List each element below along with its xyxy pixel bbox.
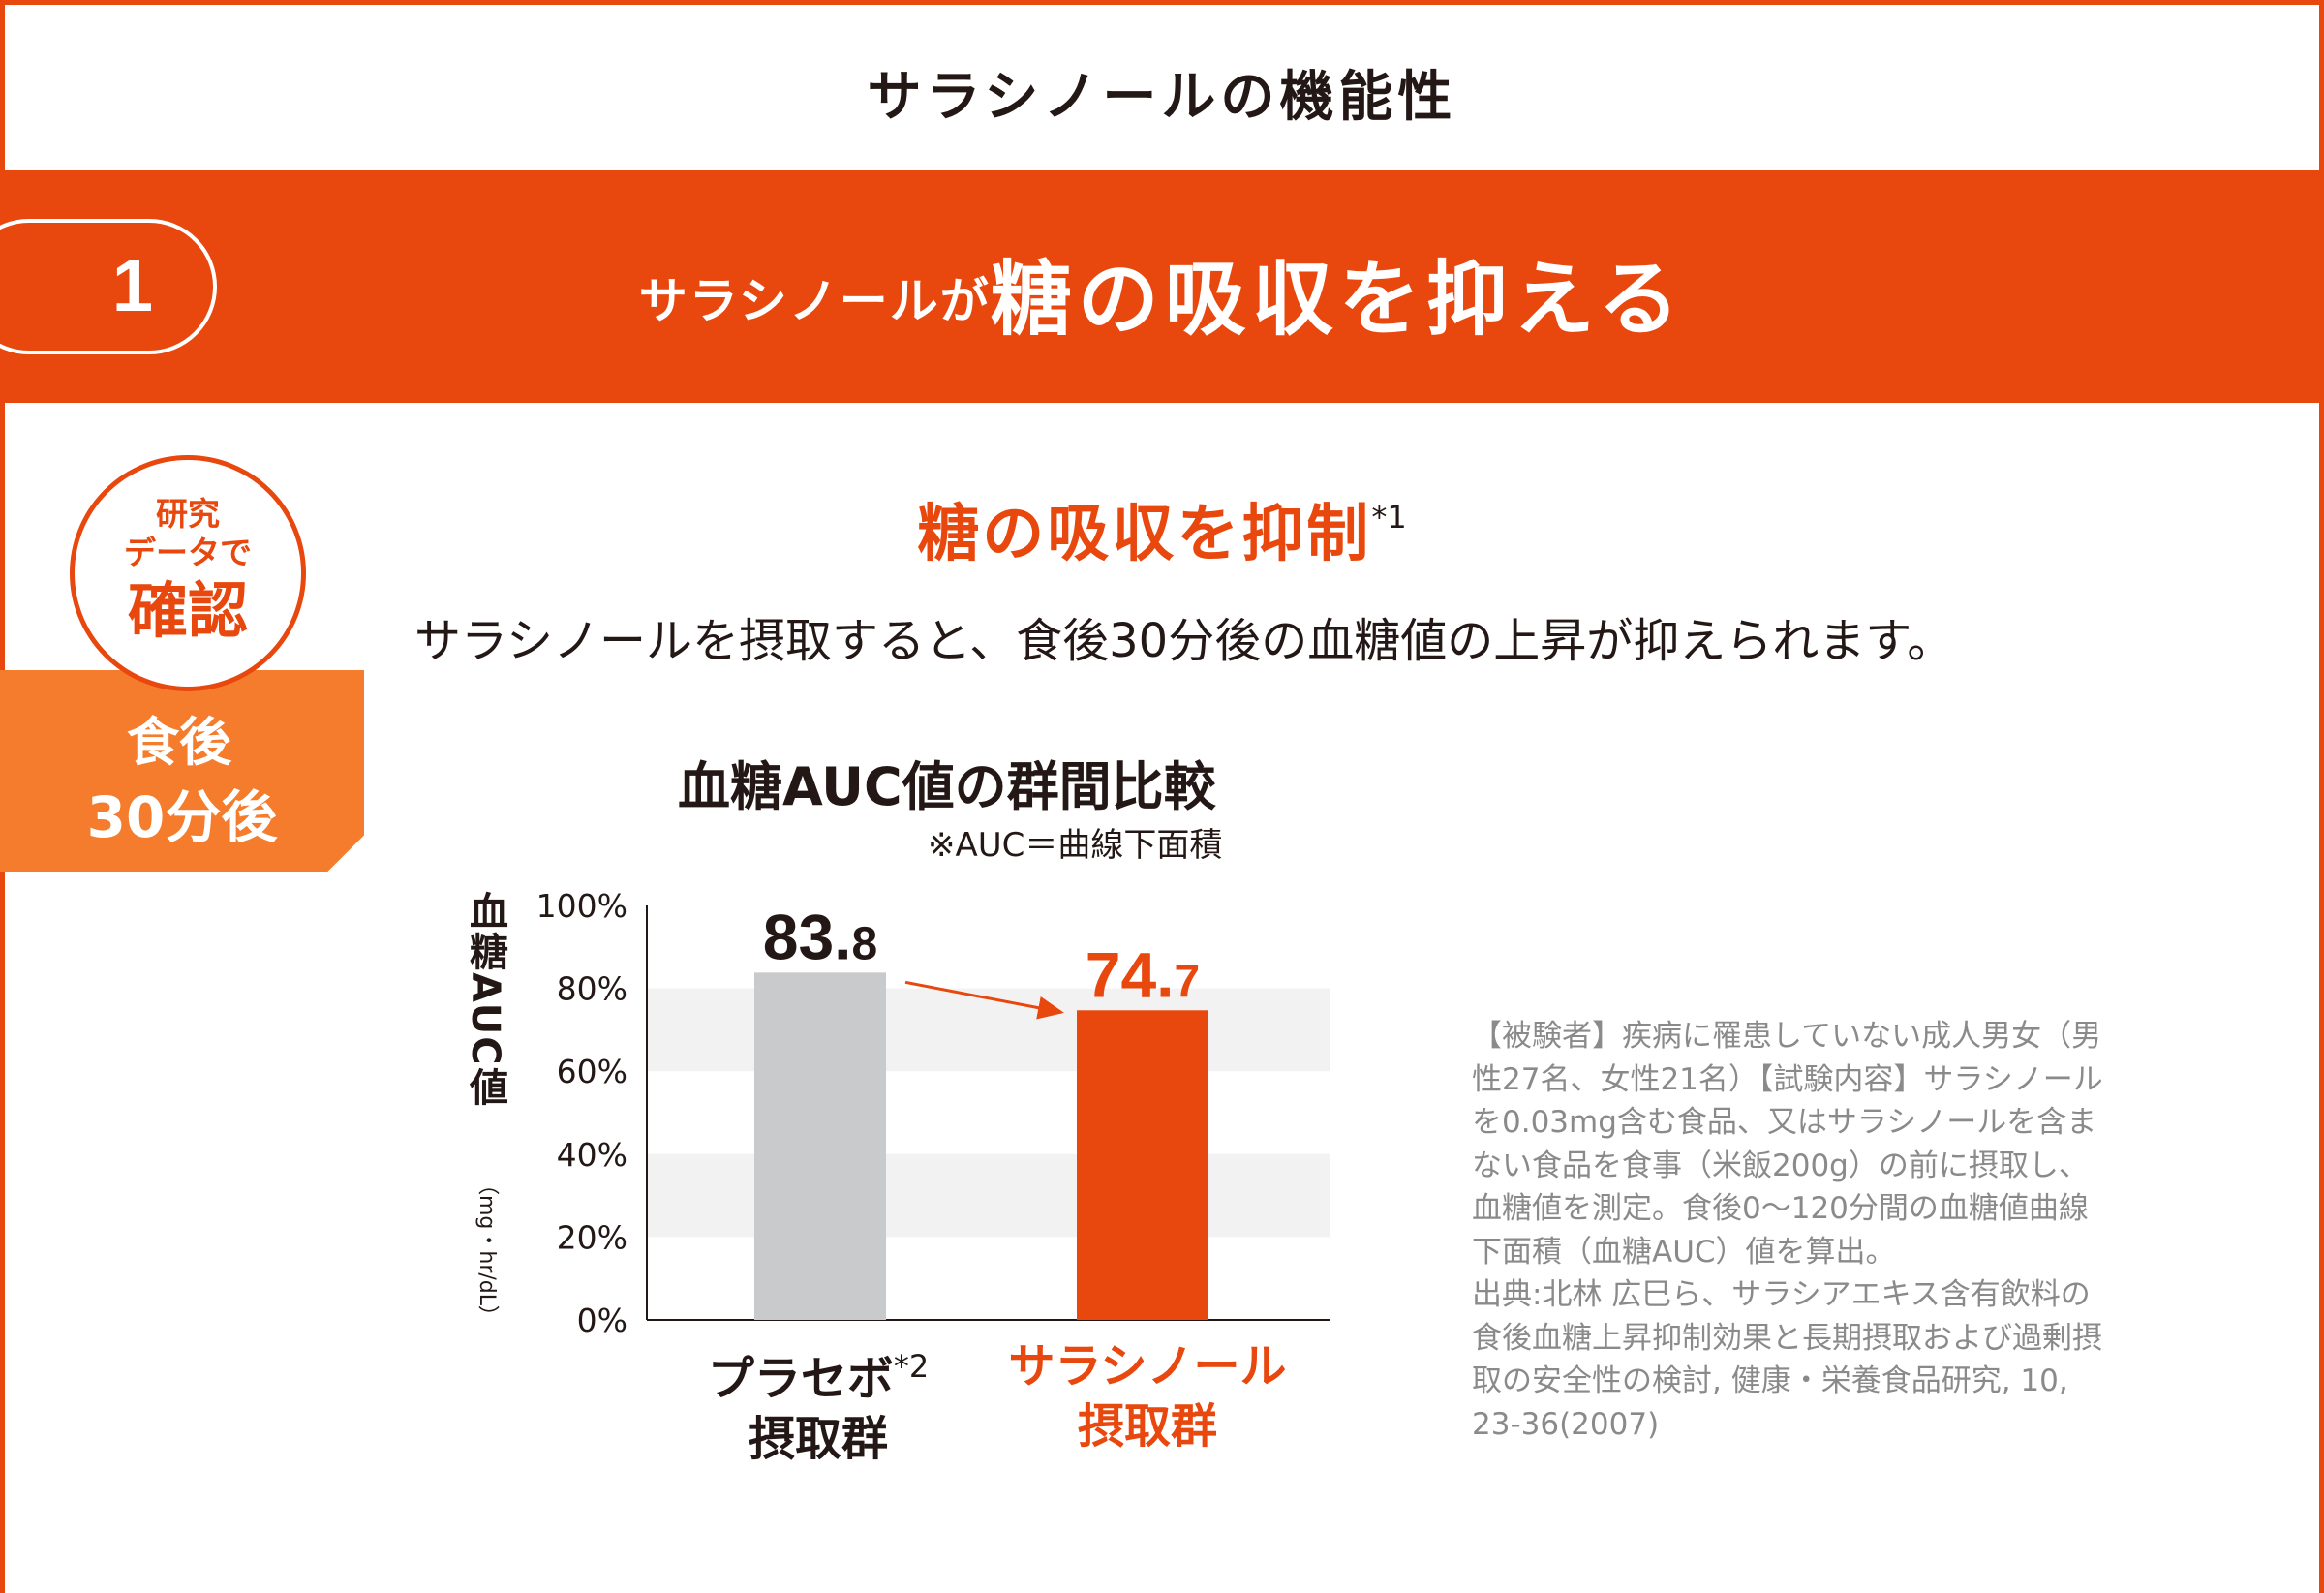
category-label-placebo: プラセボ*2 摂取群 <box>678 1336 959 1469</box>
category-salacinol-line-1: サラシノール <box>1008 1339 1287 1394</box>
category-salacinol-line-2: 摂取群 <box>1077 1399 1217 1454</box>
category-placebo-line-2: 摂取群 <box>748 1412 888 1466</box>
page-title: サラシノールの機能性 <box>867 66 1457 129</box>
badge-line-3: 確認 <box>127 575 248 646</box>
banner-text-large: 糖の吸収を抑える <box>990 251 1686 347</box>
y-tick-label: 0% <box>577 1302 627 1336</box>
section-number-pill: 1 <box>0 219 217 354</box>
bar-chart: 0% 20% 40% 60% 80% 100% 83.8 74.7 <box>536 887 1330 1336</box>
heading-note-mark: *1 <box>1371 499 1407 536</box>
banner-text-small: サラシノールが <box>638 273 991 329</box>
timing-line-2: 30分後 <box>86 784 278 850</box>
category-placebo-note-mark: *2 <box>893 1348 930 1385</box>
bar-placebo <box>754 972 886 1320</box>
decrease-arrow <box>904 980 1064 1020</box>
y-tick-label: 80% <box>557 970 627 1008</box>
y-tick-label: 60% <box>557 1053 627 1090</box>
y-tick-label: 100% <box>536 887 627 925</box>
chart-subtitle: ※AUC＝曲線下面積 <box>928 826 1223 865</box>
study-source-note: 出典:北林 広巳ら、サラシアエキス含有飲料の食後血糖上昇抑制効果と長期摂取および… <box>1472 1277 2102 1442</box>
category-placebo-line-1: プラセボ <box>707 1352 894 1406</box>
grid-band <box>647 1153 1330 1238</box>
badge-line-1: 研究 <box>156 495 220 533</box>
y-axis-unit: （mg・hr/dL） <box>474 1174 499 1328</box>
grid-band <box>647 988 1330 1072</box>
value-label-salacinol: 74.7 <box>1086 938 1200 1010</box>
chart-title: 血糖AUC値の群間比較 <box>678 756 1216 817</box>
timing-line-1: 食後 <box>127 712 231 773</box>
value-label-placebo: 83.8 <box>763 901 877 972</box>
category-label-salacinol: サラシノール 摂取群 <box>997 1336 1298 1456</box>
section-heading: 糖の吸収を抑制*1 <box>0 484 2324 573</box>
y-tick-label: 20% <box>557 1218 627 1256</box>
timing-tag: 食後 30分後 <box>0 670 364 872</box>
banner-heading: サラシノールが 糖の吸収を抑える <box>0 170 2324 403</box>
study-method-note: 【被験者】疾病に罹患していない成人男女（男性27名、女性21名）【試験内容】サラ… <box>1472 1019 2103 1270</box>
badge-line-2: データで <box>124 534 252 571</box>
lead-text: サラシノールを摂取すると、食後30分後の血糖値の上昇が抑えられます。 <box>414 614 1954 668</box>
study-notes: 【被験者】疾病に罹患していない成人男女（男性27名、女性21名）【試験内容】サラ… <box>1472 1015 2111 1446</box>
y-tick-label: 40% <box>557 1136 627 1174</box>
bar-salacinol <box>1077 1010 1208 1320</box>
section-banner: 1 サラシノールが 糖の吸収を抑える <box>0 170 2324 403</box>
section-number: 1 <box>111 245 153 327</box>
research-data-badge: 研究 データで 確認 <box>70 455 306 691</box>
section-heading-text: 糖の吸収を抑制 <box>917 499 1372 570</box>
y-axis-label: 血糖AUC値 <box>463 891 507 1108</box>
